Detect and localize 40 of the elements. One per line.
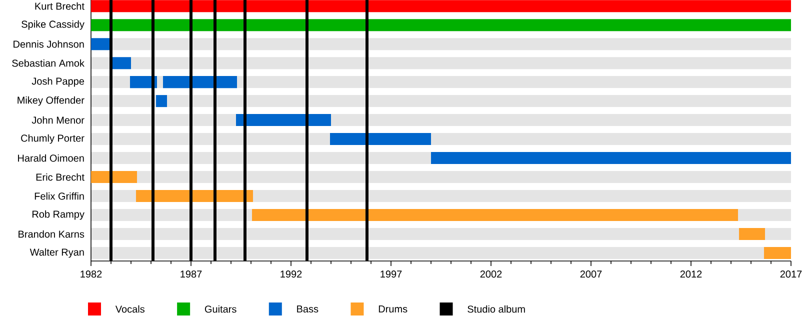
bar — [91, 171, 137, 184]
bar — [91, 0, 792, 12]
y-tick-label: Brandon Karns — [18, 230, 84, 238]
x-tick-label: 1987 — [180, 270, 202, 278]
x-tick-label: 2017 — [780, 270, 802, 278]
x-tick-label: 1992 — [280, 270, 302, 278]
x-tick-label: 2002 — [480, 270, 502, 278]
bar — [431, 152, 792, 164]
y-tick-label: Chumly Porter — [21, 134, 84, 144]
legend-label: Bass — [297, 306, 318, 312]
x-tick-label: 2012 — [680, 270, 702, 278]
bar — [739, 228, 766, 240]
y-tick-label: Spike Cassidy — [22, 20, 84, 30]
bar — [252, 209, 738, 222]
y-tick-label: Eric Brecht — [36, 173, 84, 181]
x-tick-label: 1997 — [380, 270, 402, 278]
bar — [764, 247, 792, 260]
x-tick-label: 2007 — [580, 270, 602, 278]
legend-label: Vocals — [115, 305, 144, 313]
bar — [111, 57, 131, 70]
bar — [91, 19, 792, 32]
y-tick-label: Harald Oimoen — [18, 154, 84, 162]
y-tick-label: Walter Ryan — [30, 248, 84, 258]
y-tick-label: John Menor — [32, 116, 84, 124]
bar — [156, 95, 167, 108]
y-tick-label: Sebastian Amok — [12, 59, 84, 67]
y-tick-label: Mikey Offender — [18, 96, 84, 106]
y-tick-label: Dennis Johnson — [14, 40, 84, 48]
legend-label: Guitars — [204, 305, 236, 313]
legend-label: Studio album — [468, 305, 525, 313]
x-tick-label: 1982 — [80, 270, 102, 278]
y-tick-label: Josh Pappe — [32, 77, 84, 87]
legend-label: Drums — [378, 306, 408, 312]
y-tick-label: Rob Rampy — [32, 210, 84, 220]
bar — [236, 114, 331, 126]
y-tick-label: Felix Griffin — [34, 192, 84, 200]
bar — [163, 76, 237, 88]
bar — [330, 133, 432, 146]
y-tick-label: Kurt Brecht — [35, 2, 84, 10]
bar — [91, 38, 111, 50]
